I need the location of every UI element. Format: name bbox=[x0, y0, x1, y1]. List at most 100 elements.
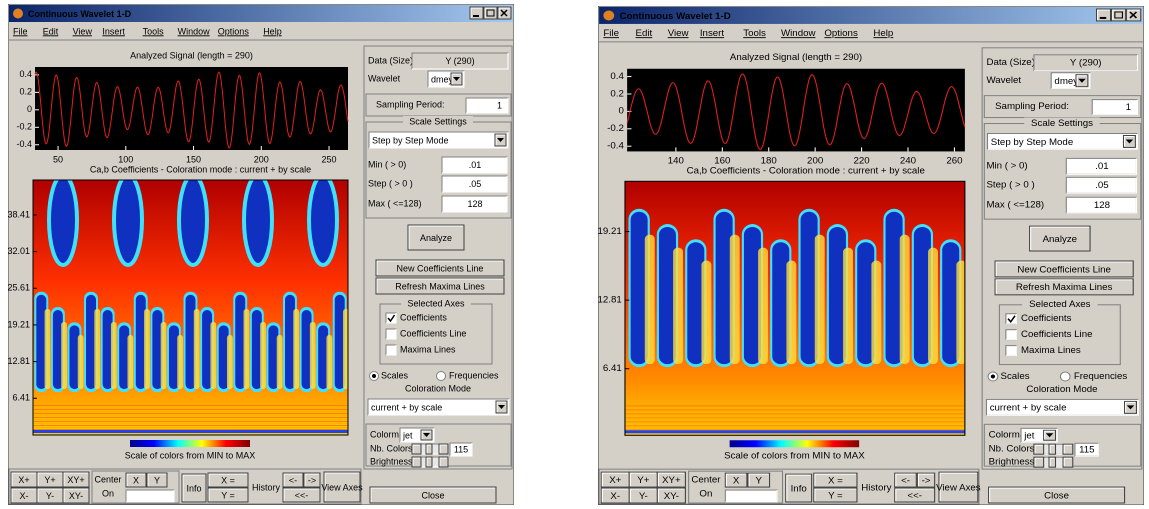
frame-label: Selected Axes bbox=[1029, 299, 1091, 309]
coef-band bbox=[625, 429, 965, 430]
center-on-label: On bbox=[699, 489, 712, 499]
coef-band bbox=[625, 415, 965, 416]
data-size-value: Y (290) bbox=[445, 56, 474, 66]
new-coefficients-line-button-label: New Coefficients Line bbox=[1017, 265, 1111, 275]
coef-band bbox=[625, 417, 965, 418]
colorbar-label: Scale of colors from MIN to MAX bbox=[724, 451, 865, 461]
menu-item[interactable]: View bbox=[668, 29, 689, 39]
colormap-select-value: jet bbox=[1023, 431, 1035, 441]
menu-item[interactable]: View bbox=[73, 26, 93, 36]
menu-item[interactable]: Insert bbox=[102, 26, 125, 36]
y-tick-label: -0.4 bbox=[607, 141, 624, 151]
radio-frequencies[interactable] bbox=[1060, 372, 1070, 381]
menu-item[interactable]: Window bbox=[781, 29, 816, 39]
coef-ridge bbox=[928, 248, 938, 365]
label: Max ( <=128) bbox=[368, 198, 422, 208]
radio-label: Scales bbox=[1000, 371, 1029, 381]
coef-band bbox=[33, 405, 348, 406]
menu-item[interactable]: Tools bbox=[143, 26, 165, 36]
zoom-button-label: X- bbox=[610, 491, 620, 501]
history-back-all-label: <<- bbox=[295, 490, 309, 500]
label: Min ( > 0) bbox=[986, 161, 1027, 171]
y-tick-label: 25.61 bbox=[8, 283, 30, 293]
coef-ridge bbox=[310, 322, 316, 389]
y-tick-label: 6.41 bbox=[12, 393, 30, 403]
zoom-button-label: Y- bbox=[46, 491, 54, 501]
center-on-label: Center bbox=[94, 474, 121, 484]
center-input[interactable] bbox=[725, 490, 777, 502]
checkbox[interactable] bbox=[1006, 330, 1017, 340]
app-icon bbox=[13, 9, 23, 19]
checkbox-label: Coefficients bbox=[1021, 313, 1072, 323]
menu-item[interactable]: Window bbox=[178, 26, 211, 36]
coef-ridge bbox=[277, 335, 283, 389]
checkbox[interactable] bbox=[1006, 346, 1017, 356]
x-tick-label: 180 bbox=[761, 156, 777, 166]
label: Nb. Colors bbox=[989, 444, 1035, 454]
checkbox[interactable] bbox=[386, 329, 396, 339]
y-tick-label: 0.4 bbox=[19, 69, 32, 79]
center-input[interactable] bbox=[126, 490, 174, 502]
center-y-button-label: Y bbox=[154, 475, 160, 485]
y-tick-label: 12.81 bbox=[8, 356, 30, 366]
coef-ridge bbox=[194, 309, 200, 389]
y-tick-label: 0.4 bbox=[610, 71, 623, 81]
coef-ridge bbox=[871, 261, 881, 365]
coef-band bbox=[625, 425, 965, 426]
coef-band bbox=[33, 411, 348, 412]
menu-item[interactable]: Help bbox=[873, 29, 893, 39]
input-value: 1 bbox=[1126, 102, 1131, 112]
coef-blob bbox=[114, 175, 142, 265]
coef-band bbox=[625, 413, 965, 414]
coef-ridge bbox=[730, 235, 740, 365]
menu-item[interactable]: File bbox=[603, 29, 619, 39]
x-value-label: X = bbox=[221, 475, 235, 485]
frame-label: Scale Settings bbox=[409, 116, 467, 126]
x-tick-label: 220 bbox=[853, 156, 869, 166]
x-tick-label: 200 bbox=[807, 156, 823, 166]
coef-band bbox=[625, 409, 965, 410]
window-min-button[interactable] bbox=[470, 7, 483, 19]
window-max-button[interactable] bbox=[1112, 9, 1126, 21]
checkbox[interactable] bbox=[386, 345, 396, 355]
radio-frequencies[interactable] bbox=[437, 372, 446, 381]
coef-band bbox=[33, 429, 348, 430]
coef-blob bbox=[179, 175, 207, 265]
menu-item[interactable]: Tools bbox=[743, 29, 766, 39]
y-tick-label: 0.2 bbox=[19, 87, 32, 97]
zoom-button-label: Y+ bbox=[637, 475, 649, 485]
zoom-button-label: Y- bbox=[639, 491, 648, 501]
menu-item[interactable]: Options bbox=[218, 26, 250, 36]
zoom-button-label: XY+ bbox=[67, 475, 84, 485]
coef-blob bbox=[49, 175, 77, 265]
coef-band bbox=[33, 419, 348, 420]
coef-ridge bbox=[210, 322, 216, 389]
coloration-mode-select-value: current + by scale bbox=[990, 403, 1067, 413]
coef-band bbox=[625, 423, 965, 424]
signal-axes bbox=[627, 69, 965, 152]
coef-ridge bbox=[815, 235, 825, 365]
window-min-button[interactable] bbox=[1097, 9, 1111, 21]
window-max-button[interactable] bbox=[484, 7, 497, 19]
input-value: 128 bbox=[1094, 200, 1110, 210]
menu-item[interactable]: Edit bbox=[43, 26, 59, 36]
radio-label: Scales bbox=[381, 370, 409, 380]
coef-ridge bbox=[293, 309, 299, 389]
coef-band bbox=[625, 430, 965, 433]
x-tick-label: 160 bbox=[714, 156, 730, 166]
colorbar bbox=[130, 440, 250, 447]
history-label: History bbox=[861, 483, 892, 493]
menu-item[interactable]: Edit bbox=[636, 29, 653, 39]
menu-item[interactable]: Options bbox=[824, 29, 858, 39]
colorbar-label: Scale of colors from MIN to MAX bbox=[125, 450, 256, 460]
menu-item[interactable]: Insert bbox=[700, 29, 725, 39]
menu-item[interactable]: Help bbox=[263, 26, 282, 36]
x-tick-label: 200 bbox=[254, 154, 269, 164]
coef-band bbox=[33, 421, 348, 422]
menu-item[interactable]: File bbox=[13, 26, 28, 36]
scalogram-image bbox=[33, 175, 349, 435]
coef-ridge bbox=[786, 261, 796, 365]
frame-label: Scale Settings bbox=[1031, 118, 1093, 128]
label: Step ( > 0 ) bbox=[368, 178, 413, 188]
x-tick-label: 50 bbox=[53, 154, 63, 164]
